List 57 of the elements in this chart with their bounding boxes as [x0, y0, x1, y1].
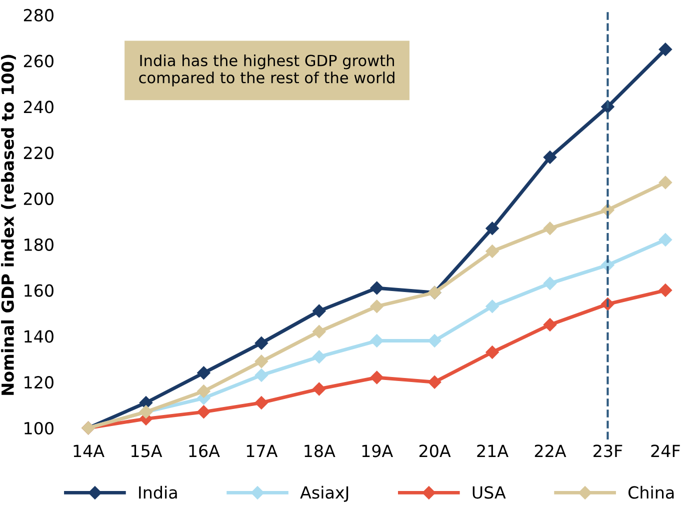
point [486, 300, 499, 313]
x-tick-label: 19A [362, 444, 394, 458]
point [658, 42, 672, 56]
x-tick-label: 14A [74, 444, 104, 457]
point [197, 405, 210, 418]
point [658, 176, 672, 190]
legend-label: India [139, 486, 177, 499]
point [543, 150, 557, 164]
point [658, 284, 672, 297]
point [658, 233, 672, 246]
y-tick-label: 240 [24, 100, 54, 114]
annotation: India has the highest GDP growth compared to the rest of the world [139, 54, 394, 86]
point [312, 350, 326, 364]
point [486, 346, 499, 359]
y-tick-label: 200 [24, 192, 54, 206]
x-tick-label: 17A [246, 444, 278, 457]
x-tick-label: 21A [477, 444, 508, 457]
x-tick-label: 23F [594, 444, 622, 458]
point [543, 276, 557, 290]
point [370, 334, 384, 348]
y-tick-label: 180 [24, 238, 54, 251]
point [254, 396, 268, 410]
point [312, 304, 326, 318]
y-tick-label: 160 [24, 284, 54, 297]
point [254, 354, 268, 368]
point [254, 336, 268, 350]
y-tick-label: 280 [24, 8, 54, 22]
point [543, 222, 557, 235]
y-tick-label: 140 [24, 330, 54, 343]
x-tick-label: 20A [419, 444, 451, 458]
point [543, 318, 557, 332]
y-tick-label: 100 [24, 422, 54, 435]
y-tick-label: 120 [24, 376, 54, 389]
point [486, 244, 499, 258]
x-tick-label: 22A [534, 444, 566, 457]
point [486, 222, 499, 235]
point [139, 396, 153, 410]
legend-label: China [628, 486, 674, 499]
y-tick-label: 220 [24, 146, 54, 160]
x-tick-label: 24F [651, 444, 680, 457]
y-axis-title: Nominal GDP index (rebased to 100) [1, 54, 16, 395]
point [370, 370, 384, 384]
point [197, 384, 210, 398]
x-tick-label: 15A [132, 444, 162, 458]
point [370, 281, 384, 295]
point [197, 366, 210, 380]
legend-label: AsiaxJ [300, 486, 348, 502]
point [370, 300, 384, 313]
point [312, 325, 326, 338]
point [254, 368, 268, 382]
legend-label: USA [472, 486, 506, 499]
y-tick-label: 260 [24, 54, 54, 68]
x-tick-label: 16A [189, 444, 220, 458]
point [312, 382, 326, 396]
point [428, 375, 442, 389]
point [428, 334, 442, 348]
x-tick-label: 18A [304, 444, 336, 458]
